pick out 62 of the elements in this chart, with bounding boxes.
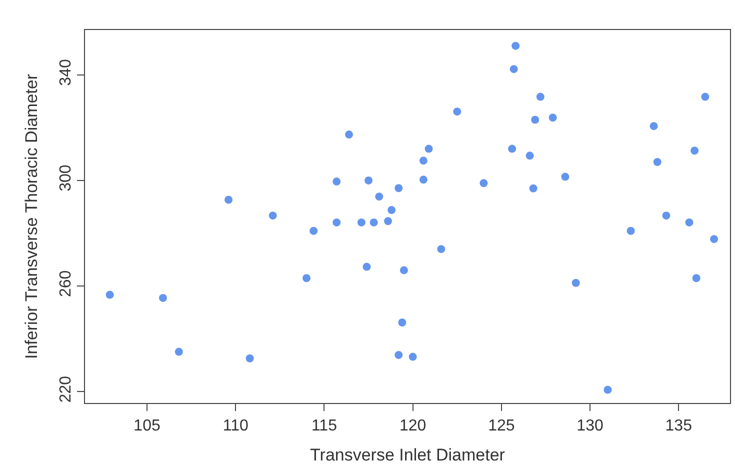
x-axis-title: Transverse Inlet Diameter — [310, 446, 506, 465]
point — [626, 226, 635, 235]
point — [268, 212, 277, 220]
point — [394, 184, 403, 192]
x-tick-label: 125 — [488, 417, 515, 434]
x-tick-label: 130 — [576, 417, 604, 434]
point — [384, 217, 392, 226]
point — [685, 218, 694, 226]
point — [692, 274, 700, 282]
point — [398, 318, 406, 326]
x-tick-label: 135 — [665, 417, 692, 434]
point — [710, 235, 718, 244]
point — [408, 352, 417, 361]
point — [572, 278, 580, 287]
point — [531, 116, 540, 124]
point — [510, 65, 518, 74]
point — [370, 218, 378, 226]
point — [174, 348, 183, 356]
y-tick-label: 340 — [58, 59, 74, 86]
point — [158, 294, 167, 302]
point — [508, 144, 516, 153]
y-tick-label: 260 — [58, 270, 74, 298]
point — [388, 206, 396, 214]
point — [357, 218, 366, 226]
point — [345, 130, 354, 139]
point — [332, 218, 341, 226]
point — [302, 274, 310, 282]
y-axis-title: Inferior Transverse Thoracic Diameter — [22, 74, 42, 360]
x-tick-label: 120 — [399, 417, 426, 434]
y-tick-label: 300 — [58, 164, 74, 192]
point — [332, 178, 341, 186]
point — [480, 179, 488, 188]
point — [362, 262, 371, 271]
point — [512, 42, 520, 50]
point — [246, 354, 254, 362]
point — [650, 122, 658, 130]
point — [419, 176, 428, 184]
point — [394, 350, 403, 359]
point — [310, 226, 318, 235]
point — [529, 184, 538, 192]
point — [536, 92, 544, 101]
point — [400, 266, 408, 274]
point — [375, 192, 384, 201]
point — [106, 290, 114, 299]
point — [604, 386, 612, 394]
point — [548, 114, 557, 122]
y-tick-label: 220 — [58, 376, 74, 403]
point — [690, 146, 699, 155]
point — [419, 156, 428, 165]
point — [424, 144, 433, 153]
point — [701, 92, 710, 101]
x-tick-label: 105 — [134, 417, 160, 434]
point — [662, 212, 670, 220]
x-tick-label: 115 — [311, 417, 338, 434]
point — [561, 172, 570, 181]
point — [224, 196, 233, 204]
point — [364, 176, 373, 184]
point — [653, 158, 662, 166]
point — [526, 152, 534, 160]
point — [437, 245, 446, 254]
point — [453, 108, 462, 116]
x-tick-label: 110 — [222, 417, 248, 434]
